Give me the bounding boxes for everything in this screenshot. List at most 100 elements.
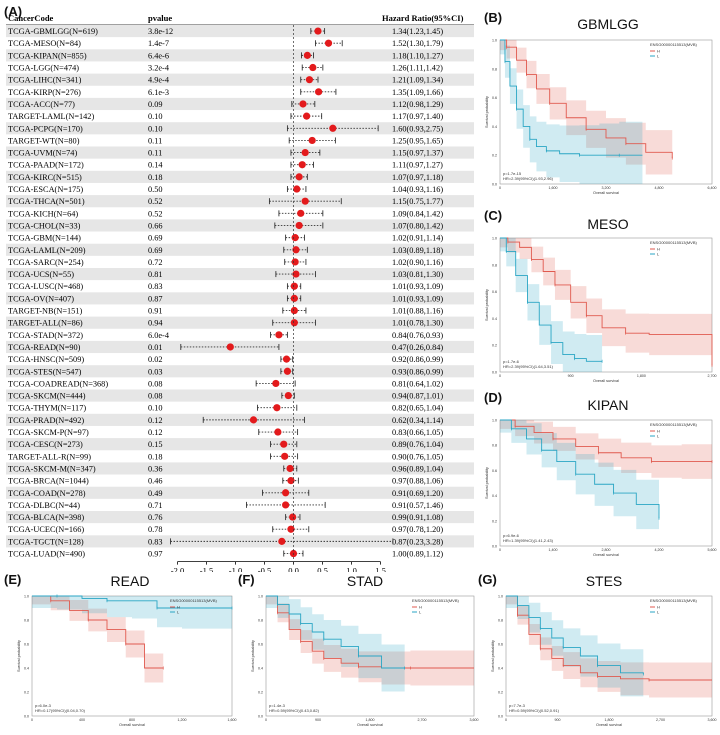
forest-hr-text: 1.25(0.95,1.65): [392, 136, 443, 145]
forest-x-tick-label: 1.5: [375, 566, 386, 572]
km-hr: HR=0.17(95%CI)(0.04,0.70): [35, 708, 86, 713]
km-pvalue: p=1.7e-15: [503, 171, 522, 176]
forest-point: [280, 440, 288, 448]
forest-point: [286, 464, 294, 473]
forest-cancer-code: TCGA-HNSC(N=509): [8, 355, 84, 364]
forest-hr-text: 1.21(1.09,1.34): [392, 76, 443, 85]
forest-hr-text: 1.00(0.89,1.12): [392, 550, 443, 559]
forest-point: [273, 404, 281, 412]
forest-cancer-code: TCGA-PCPG(N=170): [8, 124, 83, 133]
forest-pvalue: 0.52: [148, 197, 163, 206]
forest-row-band: [6, 195, 474, 208]
km-ci-band-H: [506, 596, 712, 699]
forest-cancer-code: TCGA-PAAD(N=172): [8, 161, 84, 170]
forest-point: [287, 525, 295, 533]
km-x-tick-label: 0: [31, 718, 33, 722]
km-curve-L: [500, 419, 660, 519]
forest-x-tick-label: 0.5: [317, 566, 328, 572]
forest-pvalue: 0.78: [148, 525, 163, 534]
km-legend-label: H: [657, 429, 660, 434]
forest-point: [275, 331, 283, 339]
km-pvalue: p=7.7e-3: [509, 703, 526, 708]
forest-cancer-code: TCGA-LUSC(N=468): [8, 282, 83, 291]
forest-pvalue: 1.4e-7: [148, 39, 169, 48]
forest-row-band: [6, 73, 474, 86]
forest-cancer-code: TCGA-BRCA(N=1044): [8, 477, 89, 486]
km-y-tick-label: 0.2: [492, 344, 497, 348]
forest-pvalue: 0.11: [148, 136, 162, 145]
forest-plot: CancerCode pvalue Hazard Ratio(95%CI) TCGA-…: [6, 13, 474, 572]
km-y-tick-label: 1.0: [498, 595, 503, 599]
forest-cancer-code: TCGA-SKCM(N=444): [8, 392, 86, 401]
km-curve-H: [500, 39, 673, 159]
km-plot-read: 0.0 0.2 0.4 0.6 0.8 1.0 0 400 800 1,200 1,600 Overa…: [17, 594, 237, 727]
forest-cancer-code: TCGA-STAD(N=372): [8, 331, 83, 340]
forest-point: [297, 209, 305, 217]
km-y-tick-label: 0.8: [24, 619, 29, 623]
km-y-label: Survival probability: [485, 96, 489, 128]
forest-cancer-code: TCGA-MESO(N=84): [8, 39, 81, 48]
forest-pvalue: 0.10: [148, 124, 163, 133]
forest-point: [314, 27, 322, 35]
forest-cancer-code: TCGA-THYM(N=117): [8, 404, 86, 413]
forest-cancer-code: TCGA-CHOL(N=33): [8, 221, 81, 230]
forest-cancer-code: TCGA-KIPAN(N=855): [8, 51, 87, 60]
forest-point: [284, 391, 292, 400]
km-frame: [505, 595, 713, 717]
forest-pvalue: 0.02: [148, 355, 163, 364]
forest-pvalue: 0.08: [148, 392, 163, 401]
forest-point: [281, 452, 289, 460]
forest-hr-text: 0.47(0.26,0.84): [392, 343, 443, 352]
forest-point: [226, 343, 234, 351]
forest-row-band: [6, 462, 474, 475]
km-title-stes: STES: [585, 573, 623, 589]
panel-label-f: (F): [238, 572, 255, 587]
km-y-tick-label: 1.0: [492, 237, 497, 241]
km-y-tick-label: 0.0: [498, 715, 503, 719]
panel-label-c: (C): [484, 208, 503, 223]
km-curve-H: [500, 419, 712, 463]
forest-hr-text: 0.91(0.57,1.46): [392, 501, 443, 510]
km-x-tick-label: 2,700: [418, 718, 427, 722]
km-y-tick-label: 1.0: [492, 39, 497, 43]
forest-hr-text: 1.07(0.80,1.42): [392, 221, 443, 230]
forest-hr-text: 1.26(1.11,1.42): [392, 64, 443, 73]
km-x-tick-label: 2,800: [602, 548, 611, 552]
km-y-tick-label: 0.2: [258, 691, 263, 695]
km-y-tick-label: 0.6: [492, 469, 497, 473]
km-curve-H: [506, 595, 712, 681]
forest-pvalue: 0.15: [148, 440, 163, 449]
km-x-tick-label: 4,800: [655, 186, 664, 190]
forest-hr-text: 1.07(0.97,1.18): [392, 173, 443, 182]
km-y-tick-label: 0.2: [498, 691, 503, 695]
forest-hr-text: 1.15(0.97,1.37): [392, 149, 443, 158]
forest-header-hr: Hazard Ratio(95%CI): [382, 13, 464, 23]
forest-hr-text: 0.93(0.86,0.99): [392, 367, 443, 376]
km-x-label: Overall survival: [593, 191, 619, 195]
forest-point: [315, 88, 323, 96]
forest-row-band: [6, 170, 474, 183]
km-x-tick-label: 1,800: [605, 718, 614, 722]
forest-hr-text: 0.62(0.34,1.14): [392, 416, 443, 425]
km-y-tick-label: 1.0: [258, 595, 263, 599]
km-x-tick-label: 800: [129, 718, 135, 722]
forest-row-band: [6, 97, 474, 111]
km-x-tick-label: 1,600: [549, 186, 558, 190]
forest-hr-text: 1.02(0.90,1.16): [392, 258, 443, 267]
forest-pvalue: 3.8e-12: [148, 27, 173, 36]
forest-row-band: [6, 268, 474, 281]
forest-cancer-code: TCGA-LAML(N=209): [8, 246, 86, 255]
km-x-tick-label: 1,200: [178, 718, 187, 722]
forest-row-band: [6, 486, 474, 499]
forest-pvalue: 0.10: [148, 112, 163, 121]
forest-point: [309, 63, 317, 72]
forest-cancer-code: TCGA-UVM(N=74): [8, 149, 77, 158]
km-y-tick-label: 0.8: [492, 263, 497, 267]
km-y-label: Survival probability: [491, 640, 495, 672]
forest-row-band: [6, 243, 474, 256]
forest-pvalue: 0.94: [148, 319, 163, 328]
forest-cancer-code: TCGA-KIRP(N=276): [8, 88, 81, 97]
forest-row-band: [6, 511, 474, 524]
km-y-tick-label: 0.4: [492, 317, 497, 321]
forest-pvalue: 0.49: [148, 489, 163, 498]
